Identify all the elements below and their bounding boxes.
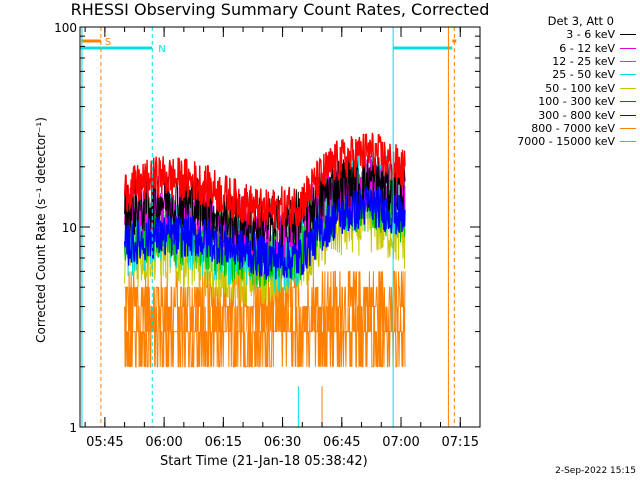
series-line-300-800kev [123, 186, 406, 280]
legend-item: 300 - 800 keV [482, 108, 638, 122]
x-tick-label: 06:15 [205, 435, 242, 450]
legend-swatch [620, 47, 636, 49]
legend-swatch [620, 74, 636, 76]
legend-item-label: 6 - 12 keV [559, 41, 615, 55]
legend-item: 12 - 25 keV [482, 55, 638, 68]
series-line-100-300kev [123, 132, 406, 230]
x-tick-label: 07:15 [442, 435, 479, 450]
legend-item: 100 - 300 keV [482, 95, 638, 108]
series-line-7000-15000kev [124, 306, 406, 368]
legend-swatch [620, 127, 636, 129]
legend-item-label: 7000 - 15000 keV [517, 135, 615, 149]
flag-label-n: N [158, 44, 165, 55]
x-axis-label: Start Time (21-Jan-18 05:38:42) [160, 454, 368, 469]
legend-item: 7000 - 15000 keV [482, 135, 638, 148]
legend: Det 3, Att 0 3 - 6 keV 6 - 12 keV 12 - 25 … [482, 14, 638, 149]
x-tick-label: 05:45 [86, 435, 123, 450]
legend-swatch [620, 114, 636, 116]
legend-item: 25 - 50 keV [482, 68, 638, 81]
legend-item-label: 25 - 50 keV [552, 68, 615, 82]
legend-header: Det 3, Att 0 [547, 14, 614, 28]
legend-item-label: 800 - 7000 keV [531, 121, 615, 135]
y-tick-label: 1 [69, 421, 77, 435]
legend-item-label: 300 - 800 keV [538, 108, 615, 122]
legend-item: 800 - 7000 keV [482, 122, 638, 135]
legend-swatch [620, 34, 636, 36]
y-tick-label: 10 [62, 221, 77, 235]
legend-swatch [620, 101, 636, 103]
x-tick-label: 06:45 [323, 435, 360, 450]
y-axis-label: Corrected Count Rate (s⁻¹ detector⁻¹) [34, 117, 48, 343]
legend-item-label: 100 - 300 keV [538, 95, 615, 109]
legend-item-label: 50 - 100 keV [545, 81, 615, 95]
chart-title: RHESSI Observing Summary Count Rates, Co… [70, 0, 490, 19]
legend-item: 3 - 6 keV [482, 28, 638, 41]
legend-item-label: 12 - 25 keV [552, 54, 615, 68]
y-tick-label: 100 [54, 21, 77, 35]
legend-swatch [620, 87, 636, 89]
x-tick-label: 06:30 [264, 435, 301, 450]
legend-item-label: 3 - 6 keV [566, 28, 615, 42]
generated-timestamp: 2-Sep-2022 15:15 [555, 466, 636, 476]
x-tick-label: 06:00 [145, 435, 182, 450]
legend-item: 50 - 100 keV [482, 82, 638, 95]
x-tick-label: 07:00 [382, 435, 419, 450]
legend-swatch [620, 60, 636, 62]
legend-item: 6 - 12 keV [482, 41, 638, 55]
flag-label-s: S [105, 37, 111, 48]
legend-swatch [620, 141, 636, 143]
